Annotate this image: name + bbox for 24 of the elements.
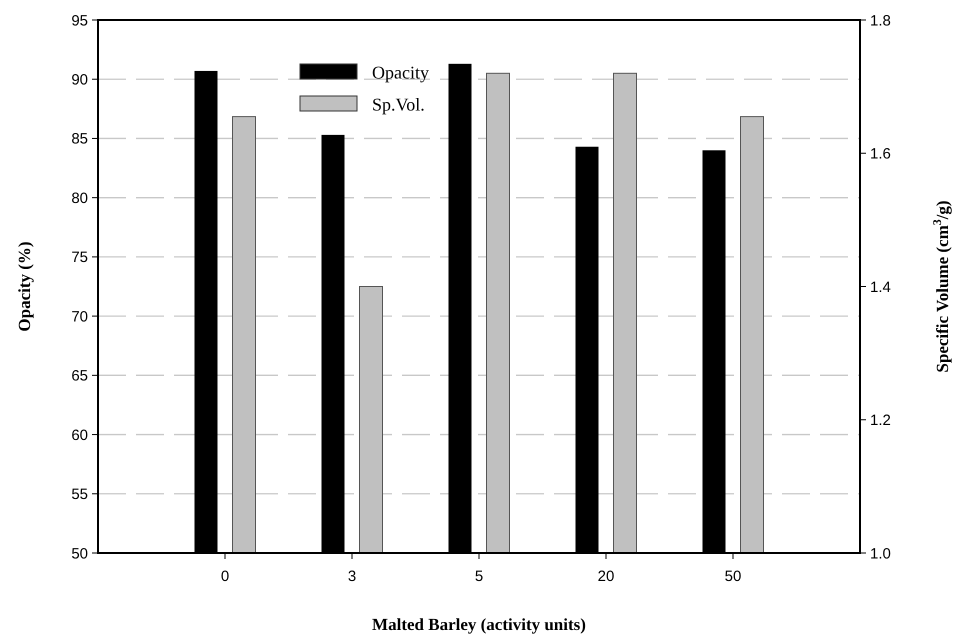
y-tick-label: 80 bbox=[71, 190, 88, 207]
y2-tick-label: 1.8 bbox=[870, 12, 891, 30]
legend-label: Sp.Vol. bbox=[372, 94, 425, 114]
x-axis-title: Malted Barley (activity units) bbox=[372, 615, 586, 634]
y2-tick-label: 1.0 bbox=[870, 545, 891, 562]
y-tick-label: 95 bbox=[71, 12, 88, 30]
y-tick-label: 75 bbox=[71, 249, 88, 266]
x-tick-label: 50 bbox=[724, 568, 742, 585]
y2-tick-label: 1.2 bbox=[870, 412, 891, 429]
x-tick-label: 5 bbox=[474, 568, 484, 585]
x-tick-label: 0 bbox=[220, 568, 230, 585]
y2-tick-label: 1.4 bbox=[870, 278, 891, 296]
x-tick-label: 3 bbox=[348, 568, 356, 585]
y-tick-label: 70 bbox=[71, 308, 88, 326]
y-tick-label: 50 bbox=[71, 545, 88, 562]
y-tick-label: 90 bbox=[71, 71, 88, 88]
y-axis-title: Opacity (%) bbox=[15, 241, 34, 332]
x-tick-label: 20 bbox=[598, 568, 614, 585]
legend-label: Opacity bbox=[372, 62, 429, 82]
y-tick-label: 60 bbox=[71, 426, 88, 444]
y-tick-label: 65 bbox=[71, 368, 88, 385]
y-tick-label: 85 bbox=[71, 130, 88, 148]
y-tick-label: 55 bbox=[71, 486, 88, 504]
y2-tick-label: 1.6 bbox=[870, 146, 891, 162]
